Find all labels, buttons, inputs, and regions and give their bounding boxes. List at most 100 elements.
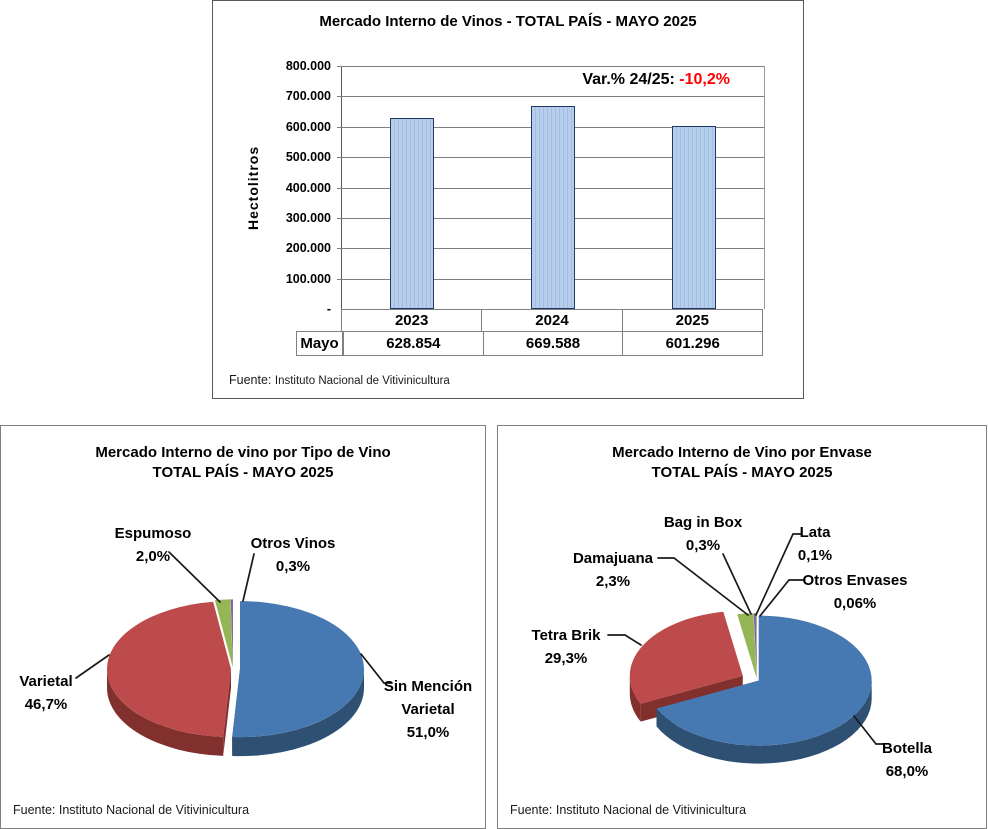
pie-tipo-vino-panel: Mercado Interno de vino por Tipo de Vino… — [0, 425, 486, 829]
bar-chart-title: Mercado Interno de Vinos - TOTAL PAÍS - … — [319, 13, 697, 30]
slice-label-espumoso: Espumoso 2,0% — [93, 522, 213, 568]
pie-tipo-canvas — [75, 551, 392, 757]
pie-slice-botella — [656, 615, 872, 746]
slice-name: Botella — [881, 740, 932, 757]
slice-label-sin-mencion-varietal: Sin Mención Varietal 51,0% — [368, 675, 485, 744]
pie-envase-title-line1: Mercado Interno de Vino por Envase — [612, 444, 872, 461]
variation-value: -10,2% — [679, 71, 730, 88]
pie-slice-rim — [629, 675, 641, 722]
pie-envase-title-line2: TOTAL PAÍS - MAYO 2025 — [651, 464, 833, 481]
y-tick-label: 600.000 — [285, 119, 331, 134]
slice-pct: 51,0% — [406, 724, 450, 741]
slice-label-tetra-brik: Tetra Brik 29,3% — [506, 624, 626, 670]
gridline — [337, 96, 764, 98]
pie-envase-canvas — [607, 533, 885, 764]
slice-pct: 0,3% — [275, 558, 311, 575]
source-note: Fuente: Instituto Nacional de Vitivinicu… — [13, 803, 249, 817]
bar-2024 — [530, 106, 575, 309]
leader-line — [722, 553, 752, 615]
pie-envase-panel: Mercado Interno de Vino por Envase TOTAL… — [497, 425, 987, 829]
y-tick-label: 300.000 — [285, 210, 331, 225]
y-tick-label: 800.000 — [285, 59, 331, 73]
pie-tipo-title-line1: Mercado Interno de vino por Tipo de Vino — [95, 444, 391, 461]
bar-2025 — [671, 126, 716, 309]
bar-chart-panel: Mercado Interno de Vinos - TOTAL PAÍS - … — [212, 0, 804, 399]
source-name: Instituto Nacional de Vitivinicultura — [58, 803, 250, 817]
category-label-2024: 2024 — [481, 310, 621, 331]
leader-line — [242, 553, 255, 602]
slice-label-lata: Lata 0,1% — [755, 521, 875, 567]
slice-name: Lata — [799, 524, 831, 541]
slice-name: Otros Vinos — [250, 535, 336, 552]
pie-tipo-title-line2: TOTAL PAÍS - MAYO 2025 — [152, 464, 334, 481]
slice-name: Sin Mención Varietal — [383, 678, 473, 718]
leader-line — [853, 715, 885, 745]
table-value-2023: 628.854 — [343, 332, 483, 355]
slice-name: Tetra Brik — [531, 627, 601, 644]
source-note: Fuente: Instituto Nacional de Vitivinicu… — [510, 803, 746, 817]
variation-annotation: Var.% 24/25: -10,2% — [574, 68, 738, 92]
table-value-2025: 601.296 — [622, 332, 762, 355]
leader-line — [360, 653, 392, 684]
y-tick-label: 700.000 — [285, 89, 331, 104]
pie-slice-lata — [755, 613, 757, 679]
pie-tipo-title: Mercado Interno de vino por Tipo de Vino… — [1, 443, 485, 483]
slice-label-damajuana: Damajuana 2,3% — [553, 547, 673, 593]
slice-name: Varietal — [19, 673, 73, 690]
category-label-2023: 2023 — [394, 312, 429, 329]
y-tick-label: 400.000 — [285, 180, 331, 195]
pie-slice-side — [223, 669, 232, 756]
pie-slice-bag-in-box — [753, 613, 757, 679]
leader-line — [759, 579, 804, 617]
slice-label-otros-vinos: Otros Vinos 0,3% — [233, 532, 353, 578]
pie-slice-varietal — [107, 601, 232, 737]
pie-slice-otros-vinos — [230, 599, 233, 668]
gridline — [337, 66, 764, 67]
source-prefix: Fuente: — [510, 803, 553, 817]
table-row-label: Mayo — [297, 332, 343, 355]
slice-pct: 2,3% — [595, 573, 631, 590]
slice-pct: 0,1% — [797, 547, 833, 564]
source-name: Instituto Nacional de Vitivinicultura — [555, 803, 747, 817]
slice-pct: 0,3% — [685, 537, 721, 554]
leader-line — [168, 551, 221, 603]
category-label-2025: 2025 — [621, 310, 762, 331]
bar-2023 — [390, 118, 434, 309]
pie-slice-rim — [107, 669, 224, 756]
slice-name: Espumoso — [114, 525, 192, 542]
variation-label: Var.% 24/25: — [582, 71, 675, 88]
slice-name: Damajuana — [572, 550, 654, 567]
y-tick-label: 500.000 — [285, 150, 331, 165]
slice-name: Bag in Box — [663, 514, 743, 531]
slice-pct: 29,3% — [544, 650, 588, 667]
source-note: Fuente: Instituto Nacional de Vitivinicu… — [229, 373, 450, 387]
pie-slice-rim — [656, 680, 872, 764]
y-tick-label: - — [326, 302, 331, 316]
y-tick-label: 100.000 — [285, 271, 331, 286]
slice-label-botella: Botella 68,0% — [847, 737, 967, 783]
slice-pct: 68,0% — [885, 763, 929, 780]
source-prefix: Fuente: — [13, 803, 56, 817]
pie-slice-damajuana — [737, 613, 757, 679]
slice-label-otros-envases: Otros Envases 0,06% — [790, 569, 920, 615]
slice-name: Otros Envases — [802, 572, 908, 589]
slice-pct: 2,0% — [135, 548, 171, 565]
pie-slice-tetra-brik — [629, 611, 743, 704]
pie-envase-title: Mercado Interno de Vino por Envase TOTAL… — [498, 443, 986, 483]
data-table-row: Mayo 628.854 669.588 601.296 — [296, 331, 763, 356]
table-value-2024: 669.588 — [482, 332, 623, 355]
pie-slice-espumoso — [214, 599, 233, 668]
pie-slice-rim — [232, 669, 364, 757]
source-name: Instituto Nacional de Vitivinicultura — [274, 375, 450, 387]
x-axis-category-row: 2023 2024 2025 — [341, 309, 763, 332]
bar-plot-area: Var.% 24/25: -10,2% — [337, 66, 765, 309]
leader-line — [657, 557, 749, 616]
slice-pct: 46,7% — [24, 696, 68, 713]
source-prefix: Fuente: — [229, 373, 272, 387]
slice-label-bag-in-box: Bag in Box 0,3% — [643, 511, 763, 557]
slice-label-varietal: Varietal 46,7% — [1, 670, 106, 716]
y-tick-label: 200.000 — [285, 241, 331, 256]
leader-line — [755, 533, 802, 616]
pie-slice-sin-menci-n-varietal — [232, 601, 364, 738]
slice-pct: 0,06% — [833, 595, 877, 612]
